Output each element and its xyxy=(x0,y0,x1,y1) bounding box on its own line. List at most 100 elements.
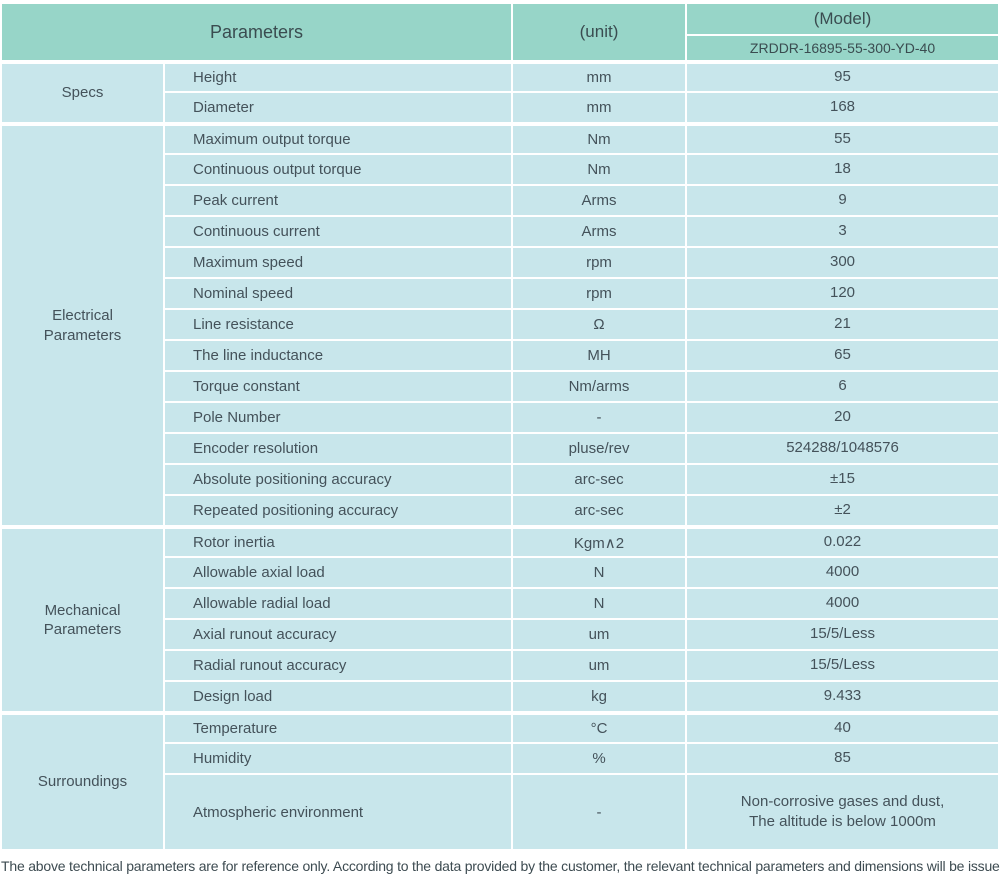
group-label: Electrical Parameters xyxy=(2,124,163,525)
table-row: Atmospheric environment - Non-corrosive ga… xyxy=(2,775,999,849)
table-row: Absolute positioning accuracy arc-sec ±15 xyxy=(2,465,999,494)
parameter-name: Line resistance xyxy=(165,310,512,339)
table-row: Allowable radial load N 4000 xyxy=(2,589,999,618)
table-row: Mechanical Parameters Rotor inertia Kgm∧2 0… xyxy=(2,527,999,711)
parameter-value: 15/5/Less xyxy=(687,651,999,680)
group-label: Specs xyxy=(2,62,163,122)
unit-value: Nm/arms xyxy=(513,372,686,401)
parameter-name: Atmospheric environment xyxy=(165,775,512,849)
parameter-name: Height xyxy=(165,62,512,91)
parameter-name: Rotor inertia xyxy=(165,527,512,556)
parameter-value: 15/5/Less xyxy=(687,620,999,649)
parameter-value: ±15 xyxy=(687,465,999,494)
header-row-model: ZRDDR-16895-55-300-YD-40 xyxy=(2,36,999,60)
parameter-value: 300 xyxy=(687,248,999,277)
parameter-value: 0.022 xyxy=(687,527,999,556)
parameter-value: 524288/1048576 xyxy=(687,434,999,463)
header-parameters: Parameters xyxy=(2,4,512,60)
unit-value: Arms xyxy=(513,217,686,246)
header-unit: (unit) xyxy=(513,4,686,60)
unit-value: Arms xyxy=(513,186,686,215)
table-row: Peak current Arms 9 xyxy=(2,186,999,215)
table-row: Humidity% 85 xyxy=(2,744,999,773)
parameter-name: Temperature xyxy=(165,713,512,742)
parameter-name: Humidity xyxy=(165,744,512,773)
table-row: Axial runout accuracy um 15/5/Less xyxy=(2,620,999,649)
unit-value: °C xyxy=(513,713,686,742)
parameter-value: 85 xyxy=(687,744,999,773)
unit-value: Nm xyxy=(513,155,686,184)
parameter-name: Axial runout accuracy xyxy=(165,620,512,649)
unit-value: pluse/rev xyxy=(513,434,686,463)
parameter-value: ±2 xyxy=(687,496,999,525)
unit-value: Nm xyxy=(513,124,686,153)
unit-value: arc-sec xyxy=(513,496,686,525)
parameter-value: 4000 xyxy=(687,558,999,587)
unit-value: um xyxy=(513,620,686,649)
table-row: Continuous current Arms 3 xyxy=(2,217,999,246)
parameter-value: 120 xyxy=(687,279,999,308)
unit-value: Ω xyxy=(513,310,686,339)
unit-value: N xyxy=(513,558,686,587)
table-row: Specs Height mm 95 xyxy=(2,62,999,122)
parameter-name: Absolute positioning accuracy xyxy=(165,465,512,494)
parameter-name: Design load xyxy=(165,682,512,711)
unit-value: % xyxy=(513,744,686,773)
parameter-name: Nominal speed xyxy=(165,279,512,308)
table-row: Surroundings Temperature °C 40 xyxy=(2,713,999,849)
unit-value: kg xyxy=(513,682,686,711)
table-row: Maximum speed rpm 300 xyxy=(2,248,999,277)
group-label: Mechanical Parameters xyxy=(2,527,163,711)
table-row: Design load kg 9.433 xyxy=(2,682,999,711)
unit-value: um xyxy=(513,651,686,680)
header-model: (Model) xyxy=(687,4,999,34)
header-model-value: ZRDDR-16895-55-300-YD-40 xyxy=(687,36,999,60)
parameter-value: 9.433 xyxy=(687,682,999,711)
table-row: Nominal speed rpm 120 xyxy=(2,279,999,308)
parameter-name: Maximum output torque xyxy=(165,124,512,153)
unit-value: rpm xyxy=(513,279,686,308)
parameter-value: 65 xyxy=(687,341,999,370)
footer-note: The above technical parameters are for r… xyxy=(1,858,1000,874)
parameter-value: Non-corrosive gases and dust, The altitu… xyxy=(687,775,999,849)
parameter-name: Diameter xyxy=(165,93,512,122)
parameter-name: Peak current xyxy=(165,186,512,215)
parameter-name: Encoder resolution xyxy=(165,434,512,463)
parameter-value: 4000 xyxy=(687,589,999,618)
unit-value: Kgm∧2 xyxy=(513,527,686,556)
parameter-value: 20 xyxy=(687,403,999,432)
parameter-value: 95 xyxy=(687,62,999,91)
table-body: Specs Height mm 95 Diameter mm 168 Electrical P… xyxy=(2,62,999,849)
parameter-name: Allowable radial load xyxy=(165,589,512,618)
table-row: Allowable axial load N 4000 xyxy=(2,558,999,587)
unit-value: - xyxy=(513,403,686,432)
parameter-value: 6 xyxy=(687,372,999,401)
group-label: Surroundings xyxy=(2,713,163,849)
parameter-name: Continuous current xyxy=(165,217,512,246)
parameter-name: The line inductance xyxy=(165,341,512,370)
parameter-name: Repeated positioning accuracy xyxy=(165,496,512,525)
parameter-value: 21 xyxy=(687,310,999,339)
table-row: Diameter mm 168 xyxy=(2,93,999,122)
parameter-name: Maximum speed xyxy=(165,248,512,277)
table-row: Repeated positioning accuracy arc-sec ±2 xyxy=(2,496,999,525)
parameter-name: Continuous output torque xyxy=(165,155,512,184)
parameter-value: 18 xyxy=(687,155,999,184)
table-row: Radial runout accuracy um 15/5/Less xyxy=(2,651,999,680)
unit-value: - xyxy=(513,775,686,849)
table-row: Line resistance Ω 21 xyxy=(2,310,999,339)
parameter-value: 168 xyxy=(687,93,999,122)
unit-value: N xyxy=(513,589,686,618)
table-row: The line inductance MH 65 xyxy=(2,341,999,370)
table-row: Pole Number -20 xyxy=(2,403,999,432)
parameters-table: Parameters (unit) (Model) ZRDDR-16895-55… xyxy=(0,2,1000,851)
table-row: Continuous output torque Nm 18 xyxy=(2,155,999,184)
unit-value: mm xyxy=(513,93,686,122)
table-row: Electrical Parameters Maximum output torq… xyxy=(2,124,999,525)
table-row: Encoder resolution pluse/rev 524288/104857… xyxy=(2,434,999,463)
parameter-value: 55 xyxy=(687,124,999,153)
parameter-name: Torque constant xyxy=(165,372,512,401)
table-header: Parameters (unit) (Model) ZRDDR-16895-55… xyxy=(2,4,999,60)
parameter-value: 3 xyxy=(687,217,999,246)
